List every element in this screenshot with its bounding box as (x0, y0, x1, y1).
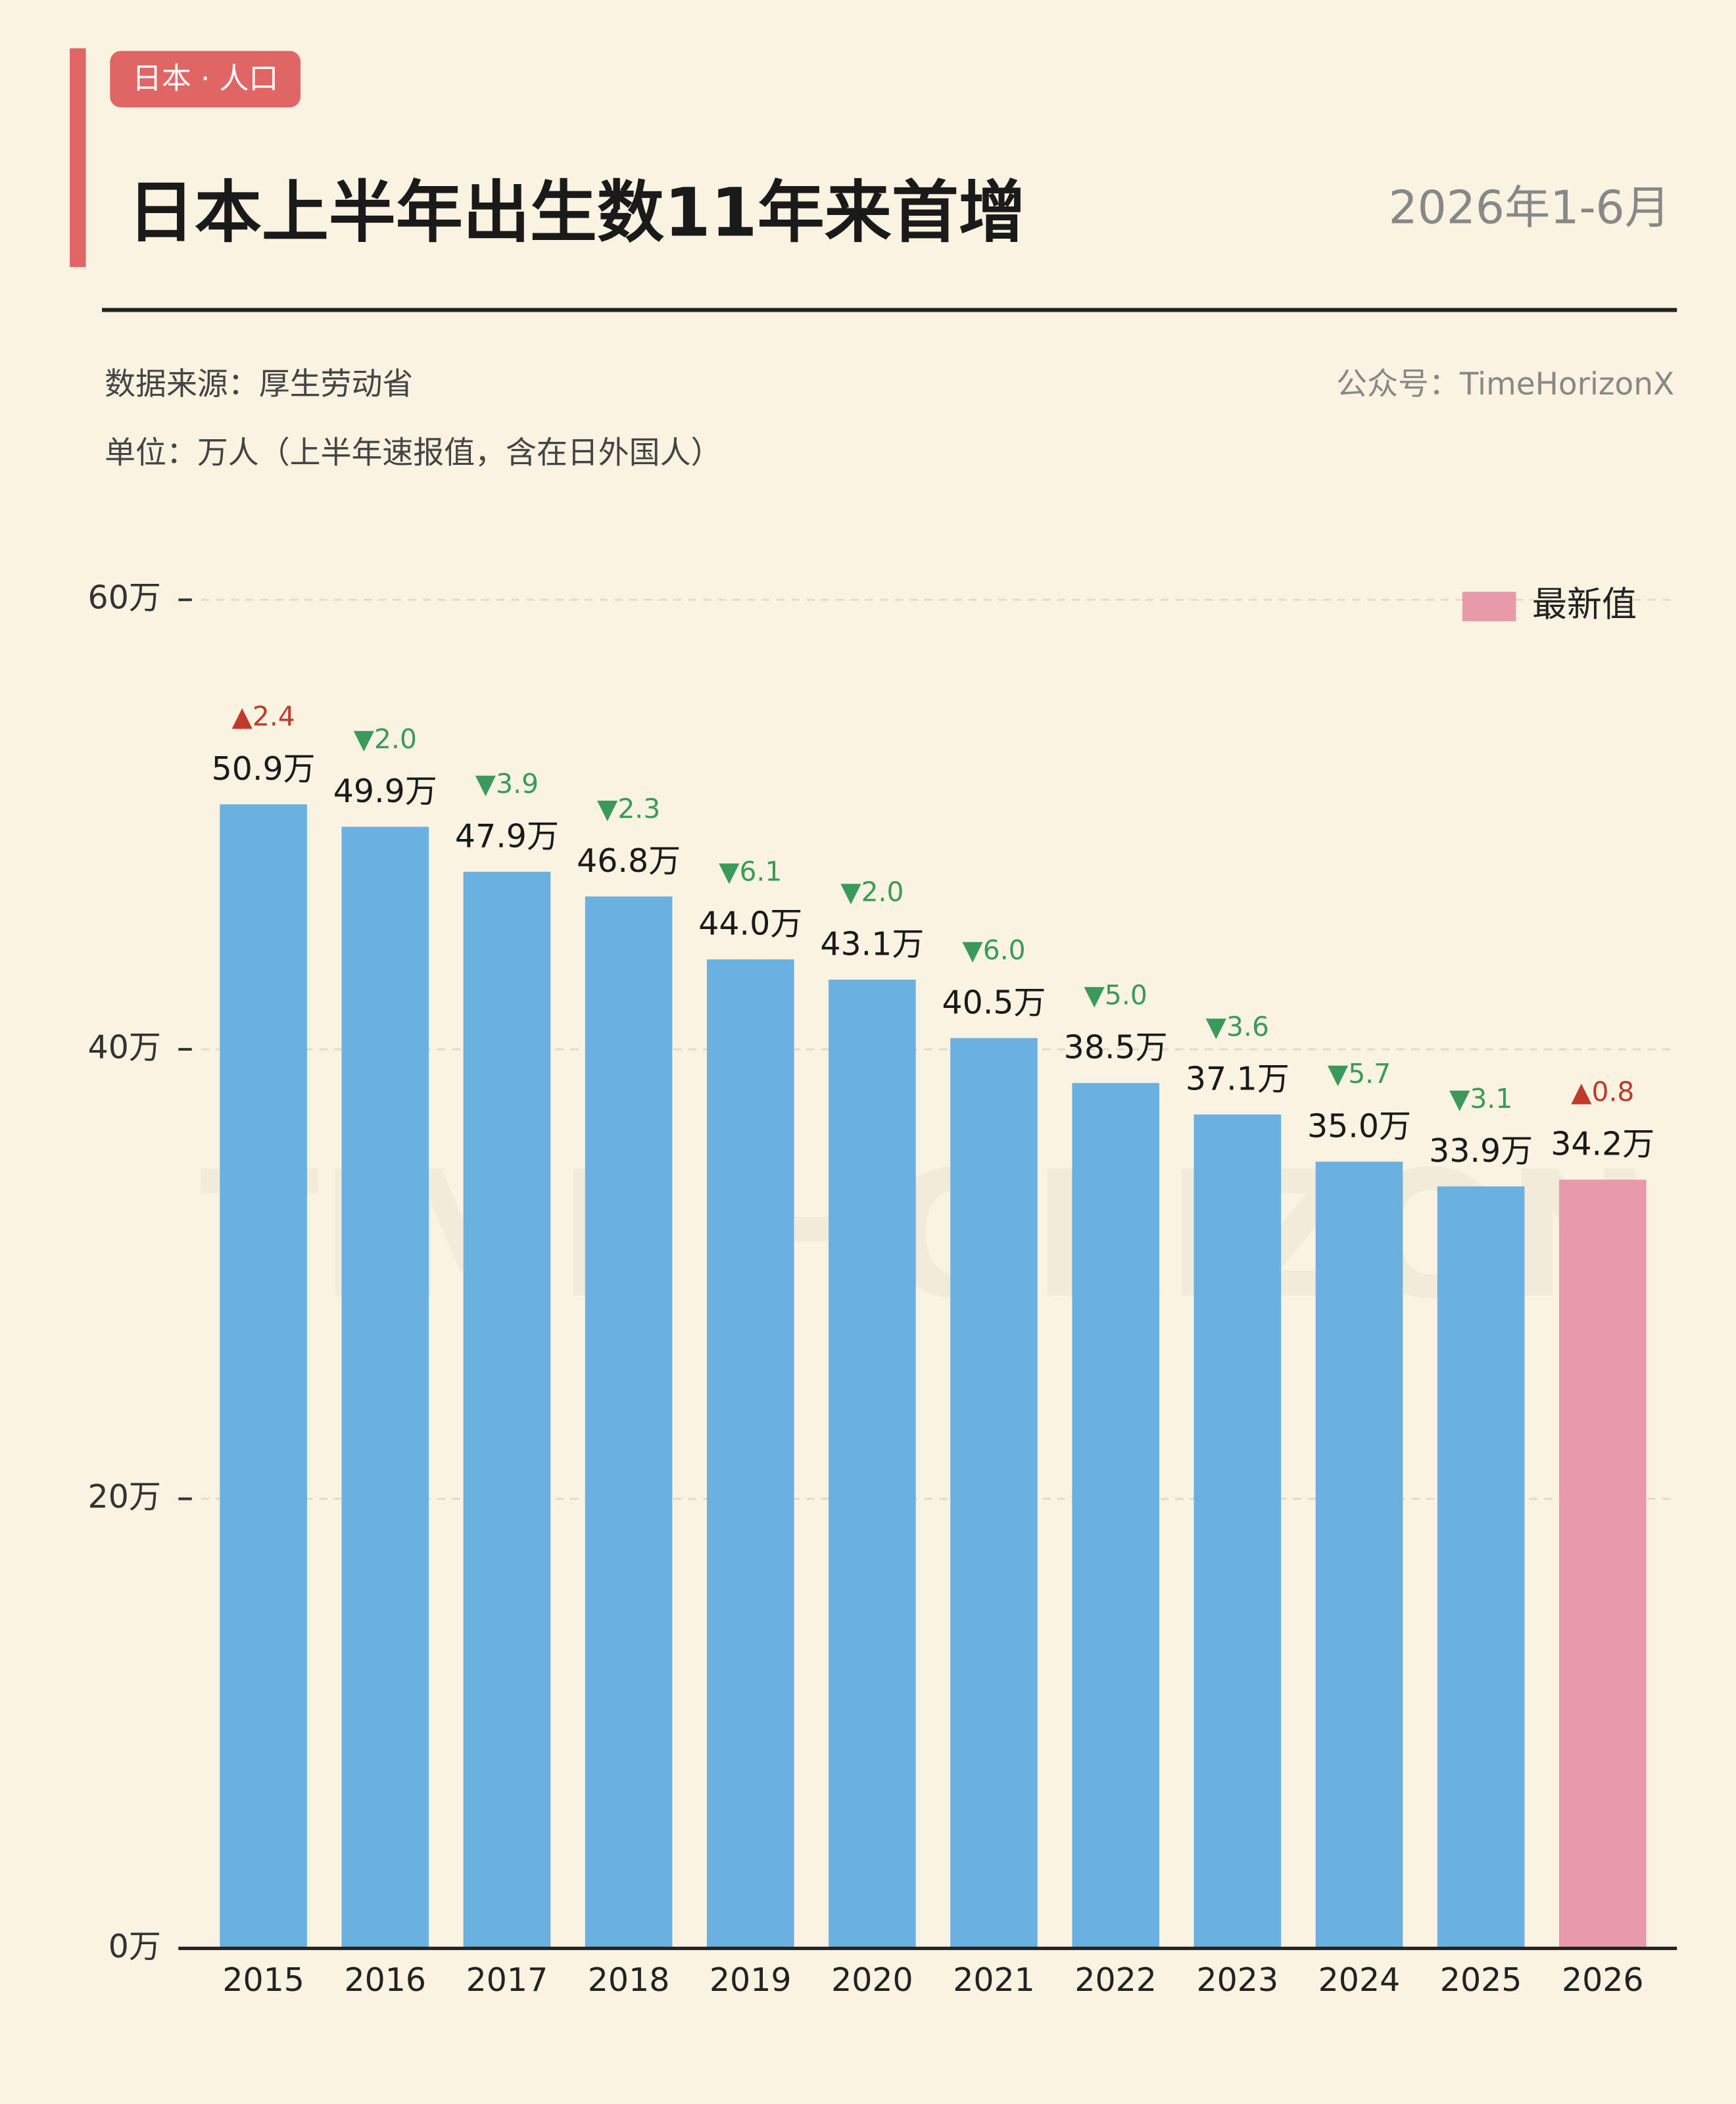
x-tick-label: 2022 (1074, 1961, 1157, 1999)
bar (341, 826, 429, 1949)
x-tick-label: 2026 (1562, 1961, 1644, 1999)
change-label: ▼2.0 (354, 723, 417, 755)
x-tick-label: 2018 (588, 1961, 670, 1999)
legend-swatch (1462, 592, 1516, 621)
bar (1437, 1186, 1525, 1949)
bar (1072, 1083, 1159, 1949)
value-label: 35.0万 (1307, 1107, 1411, 1145)
bar (585, 896, 673, 1949)
account: 公众号：TimeHorizonX (1336, 366, 1674, 402)
y-tick-label: 60万 (88, 579, 161, 617)
value-label: 47.9万 (455, 817, 559, 855)
x-tick-label: 2020 (831, 1961, 913, 1999)
change-label: ▼6.0 (962, 934, 1025, 966)
change-label: ▼5.0 (1084, 980, 1147, 1011)
change-label: ▼6.1 (719, 856, 782, 888)
y-tick-label: 0万 (108, 1928, 161, 1965)
unit: 单位：万人（上半年速报值，含在日外国人） (105, 435, 721, 471)
x-tick-label: 2019 (710, 1961, 792, 1999)
bar (950, 1038, 1038, 1949)
x-tick-label: 2021 (953, 1961, 1035, 1999)
value-label: 40.5万 (942, 984, 1046, 1021)
x-tick-label: 2015 (222, 1961, 304, 1999)
legend-label: 最新值 (1532, 584, 1637, 625)
value-label: 46.8万 (577, 842, 681, 880)
bar (1558, 1180, 1647, 1949)
value-label: 43.1万 (820, 925, 924, 963)
value-label: 37.1万 (1186, 1061, 1290, 1098)
change-label: ▼3.9 (475, 768, 539, 800)
value-label: 34.2万 (1551, 1126, 1654, 1163)
change-label: ▲0.8 (1571, 1076, 1634, 1108)
change-label: ▲2.4 (232, 701, 295, 732)
x-tick-label: 2023 (1197, 1961, 1279, 1999)
subtitle: 2026年1-6月 (1389, 181, 1670, 234)
x-tick-label: 2024 (1318, 1961, 1401, 1999)
bar (1315, 1161, 1403, 1949)
change-label: ▼3.1 (1449, 1083, 1512, 1114)
value-label: 44.0万 (698, 905, 802, 943)
x-tick-label: 2025 (1440, 1961, 1522, 1999)
y-tick-label: 40万 (88, 1028, 161, 1066)
change-label: ▼3.6 (1206, 1011, 1269, 1042)
source: 数据来源：厚生劳动省 (105, 366, 413, 402)
y-tick-label: 20万 (88, 1478, 161, 1516)
bar (463, 871, 551, 1949)
accent-bar (70, 48, 86, 268)
change-label: ▼5.7 (1328, 1058, 1391, 1089)
x-tick-label: 2016 (344, 1961, 426, 1999)
bar (1194, 1114, 1282, 1949)
bar (706, 959, 794, 1949)
value-label: 49.9万 (333, 773, 437, 810)
change-label: ▼2.0 (840, 876, 904, 907)
bar (829, 979, 916, 1949)
value-label: 38.5万 (1064, 1029, 1168, 1066)
tag-box (110, 51, 301, 108)
x-tick-label: 2017 (466, 1961, 548, 1999)
chart-title: 日本上半年出生数11年来首增 (128, 174, 1026, 252)
bar (220, 804, 307, 1949)
change-label: ▼2.3 (597, 793, 660, 825)
value-label: 33.9万 (1429, 1132, 1533, 1170)
tag: 日本 · 人口 (132, 60, 278, 95)
value-label: 50.9万 (212, 750, 316, 788)
